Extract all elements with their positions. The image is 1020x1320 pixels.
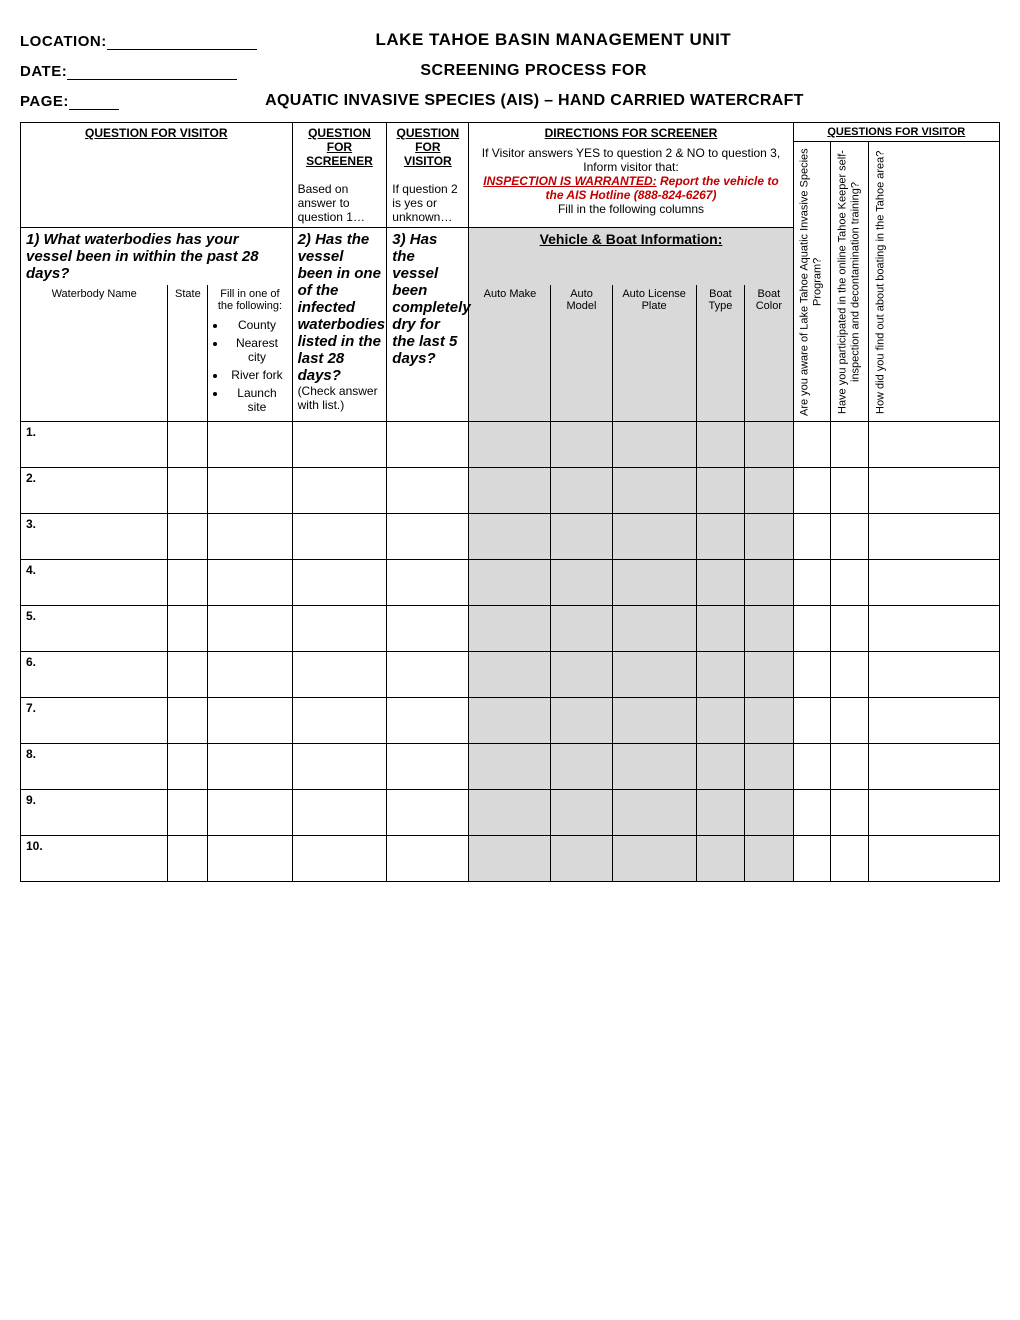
q1-bullet-1: County bbox=[227, 318, 286, 332]
col4-line1: If Visitor answers YES to question 2 & N… bbox=[474, 146, 787, 174]
header-row-2: DATE: SCREENING PROCESS FOR bbox=[20, 62, 1000, 80]
vbi-col-1: Auto Make bbox=[469, 285, 551, 422]
row-number: 1. bbox=[21, 422, 168, 468]
visitor-q3-vertical: How did you find out about boating in th… bbox=[869, 142, 1000, 422]
location-blank[interactable] bbox=[107, 34, 257, 50]
col5-header: QUESTIONS FOR VISITOR bbox=[799, 126, 994, 138]
title-line-2: SCREENING PROCESS FOR bbox=[237, 62, 830, 80]
q2-sub: (Check answer with list.) bbox=[298, 384, 382, 412]
inspection-warranted: INSPECTION IS WARRANTED: Report the vehi… bbox=[474, 174, 787, 202]
q1-bullet-4: Launch site bbox=[227, 386, 286, 414]
col1-header: QUESTION FOR VISITOR bbox=[26, 126, 287, 140]
data-row[interactable]: 7. bbox=[21, 698, 1000, 744]
q3-text: 3) Has the vessel been completely dry fo… bbox=[392, 231, 463, 367]
page-blank[interactable] bbox=[69, 94, 119, 110]
data-row[interactable]: 10. bbox=[21, 836, 1000, 882]
col4-header: DIRECTIONS FOR SCREENER bbox=[474, 126, 787, 140]
header-row-3: PAGE: AQUATIC INVASIVE SPECIES (AIS) – H… bbox=[20, 92, 1000, 110]
q1-text: 1) What waterbodies has your vessel been… bbox=[26, 231, 287, 282]
row-number: 2. bbox=[21, 468, 168, 514]
data-row[interactable]: 9. bbox=[21, 790, 1000, 836]
title-line-3: AQUATIC INVASIVE SPECIES (AIS) – HAND CA… bbox=[119, 92, 950, 110]
section-header-row: QUESTION FOR VISITOR QUESTION FOR SCREEN… bbox=[21, 123, 1000, 142]
q1-bullet-2: Nearest city bbox=[227, 336, 286, 364]
q1-bullet-3: River fork bbox=[227, 368, 286, 382]
visitor-q2-vertical: Have you participated in the online Taho… bbox=[831, 142, 869, 422]
q2-text: 2) Has the vessel been in one of the inf… bbox=[298, 231, 382, 384]
q1-col-a: Waterbody Name bbox=[21, 285, 168, 422]
col3-sub: If question 2 is yes or unknown… bbox=[392, 182, 463, 224]
row-number: 7. bbox=[21, 698, 168, 744]
col4-fill: Fill in the following columns bbox=[474, 202, 787, 216]
data-row[interactable]: 8. bbox=[21, 744, 1000, 790]
page-label: PAGE: bbox=[20, 93, 69, 110]
inspection-warranted-u: INSPECTION IS WARRANTED: bbox=[483, 174, 656, 188]
row-number: 3. bbox=[21, 514, 168, 560]
q1-fill-intro: Fill in one of the following: bbox=[213, 288, 286, 312]
row-number: 5. bbox=[21, 606, 168, 652]
date-label: DATE: bbox=[20, 63, 67, 80]
vbi-title: Vehicle & Boat Information: bbox=[474, 231, 787, 247]
date-blank[interactable] bbox=[67, 64, 237, 80]
vbi-col-5: Boat Color bbox=[745, 285, 793, 422]
header-row-1: LOCATION: LAKE TAHOE BASIN MANAGEMENT UN… bbox=[20, 30, 1000, 50]
row-number: 4. bbox=[21, 560, 168, 606]
row-number: 8. bbox=[21, 744, 168, 790]
col2-sub: Based on answer to question 1… bbox=[298, 182, 382, 224]
vbi-col-3: Auto License Plate bbox=[612, 285, 696, 422]
col2-header: QUESTION FOR SCREENER bbox=[298, 126, 382, 168]
data-row[interactable]: 2. bbox=[21, 468, 1000, 514]
data-row[interactable]: 6. bbox=[21, 652, 1000, 698]
data-row[interactable]: 3. bbox=[21, 514, 1000, 560]
data-row[interactable]: 4. bbox=[21, 560, 1000, 606]
data-row[interactable]: 5. bbox=[21, 606, 1000, 652]
location-label: LOCATION: bbox=[20, 33, 107, 50]
visitor-q1-vertical: Are you aware of Lake Tahoe Aquatic Inva… bbox=[793, 142, 831, 422]
row-number: 10. bbox=[21, 836, 168, 882]
q1-col-b: State bbox=[168, 285, 208, 422]
col3-header: QUESTION FOR VISITOR bbox=[392, 126, 463, 168]
vbi-col-2: Auto Model bbox=[551, 285, 612, 422]
row-number: 9. bbox=[21, 790, 168, 836]
title-line-1: LAKE TAHOE BASIN MANAGEMENT UNIT bbox=[257, 30, 850, 50]
row-number: 6. bbox=[21, 652, 168, 698]
q1-bullets: County Nearest city River fork Launch si… bbox=[227, 318, 286, 414]
vbi-col-4: Boat Type bbox=[696, 285, 744, 422]
screening-table: QUESTION FOR VISITOR QUESTION FOR SCREEN… bbox=[20, 122, 1000, 882]
data-row[interactable]: 1. bbox=[21, 422, 1000, 468]
